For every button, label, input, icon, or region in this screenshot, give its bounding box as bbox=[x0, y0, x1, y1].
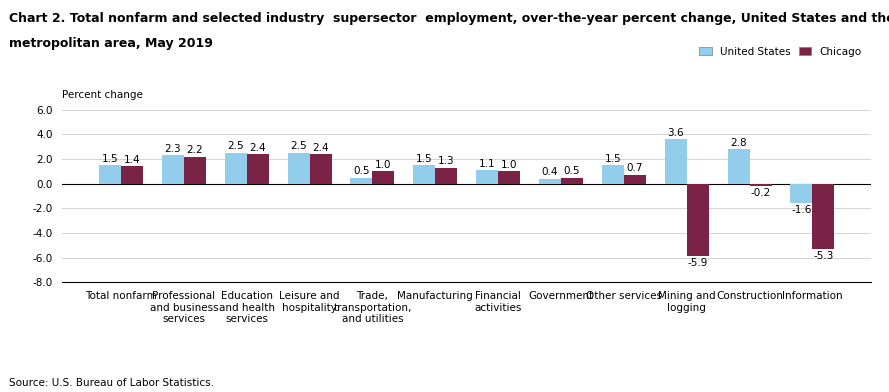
Text: 0.5: 0.5 bbox=[564, 166, 581, 176]
Bar bbox=[99, 165, 121, 184]
Text: Source: U.S. Bureau of Labor Statistics.: Source: U.S. Bureau of Labor Statistics. bbox=[9, 378, 214, 388]
Legend: United States, Chicago: United States, Chicago bbox=[695, 42, 866, 61]
Bar bbox=[749, 184, 772, 186]
Text: 1.5: 1.5 bbox=[101, 154, 118, 163]
Text: Percent change: Percent change bbox=[62, 90, 143, 100]
Text: 1.5: 1.5 bbox=[605, 154, 621, 163]
Bar bbox=[477, 170, 498, 184]
Text: -5.3: -5.3 bbox=[813, 250, 834, 261]
Bar bbox=[813, 184, 835, 249]
Text: -0.2: -0.2 bbox=[750, 188, 771, 198]
Bar bbox=[413, 165, 436, 184]
Text: 2.5: 2.5 bbox=[291, 141, 307, 151]
Text: metropolitan area, May 2019: metropolitan area, May 2019 bbox=[9, 37, 212, 50]
Text: 2.5: 2.5 bbox=[228, 141, 244, 151]
Text: 1.5: 1.5 bbox=[416, 154, 433, 163]
Text: 1.0: 1.0 bbox=[501, 160, 517, 170]
Text: 1.0: 1.0 bbox=[375, 160, 392, 170]
Text: 2.4: 2.4 bbox=[250, 143, 266, 152]
Text: Chart 2. Total nonfarm and selected industry  supersector  employment, over-the-: Chart 2. Total nonfarm and selected indu… bbox=[9, 12, 889, 25]
Bar bbox=[602, 165, 624, 184]
Text: 2.8: 2.8 bbox=[730, 138, 747, 147]
Bar bbox=[727, 149, 749, 184]
Bar bbox=[287, 153, 309, 184]
Text: -1.6: -1.6 bbox=[791, 205, 812, 215]
Bar bbox=[309, 154, 332, 184]
Text: 1.4: 1.4 bbox=[124, 155, 140, 165]
Bar bbox=[247, 154, 268, 184]
Bar bbox=[436, 168, 457, 184]
Text: 0.5: 0.5 bbox=[353, 166, 370, 176]
Bar bbox=[162, 155, 184, 184]
Text: 2.3: 2.3 bbox=[164, 144, 181, 154]
Bar bbox=[372, 171, 395, 184]
Text: 0.4: 0.4 bbox=[541, 167, 558, 177]
Text: 2.2: 2.2 bbox=[187, 145, 204, 155]
Text: 2.4: 2.4 bbox=[312, 143, 329, 152]
Bar bbox=[686, 184, 709, 256]
Text: 3.6: 3.6 bbox=[668, 128, 684, 138]
Bar bbox=[498, 171, 520, 184]
Bar bbox=[225, 153, 247, 184]
Text: 1.3: 1.3 bbox=[438, 156, 454, 166]
Text: -5.9: -5.9 bbox=[687, 258, 708, 268]
Bar bbox=[561, 178, 583, 184]
Bar bbox=[790, 184, 813, 203]
Bar bbox=[184, 156, 206, 184]
Bar bbox=[350, 178, 372, 184]
Bar bbox=[624, 175, 646, 184]
Text: 1.1: 1.1 bbox=[479, 158, 495, 169]
Bar bbox=[121, 167, 143, 184]
Bar bbox=[539, 179, 561, 184]
Text: 0.7: 0.7 bbox=[627, 163, 643, 173]
Bar bbox=[665, 139, 686, 184]
